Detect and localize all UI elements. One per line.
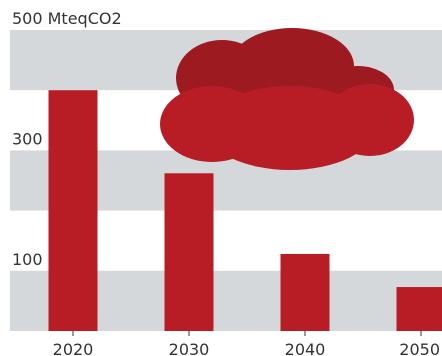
y-tick-label: 100 [12,250,43,269]
y-tick-label: 300 [12,129,43,148]
y-tick-labels: 500 MteqCO2 300 100 [12,9,122,269]
x-tick-label: 2040 [285,340,326,356]
bars [48,90,442,331]
bar-2040 [280,253,330,331]
bar-2030 [164,173,214,331]
cloud-body-right [326,84,414,156]
cloud-icon [160,28,414,170]
x-tick-labels: 2020 2030 2040 2050 [53,331,440,356]
bar-2050 [396,287,442,331]
x-tick-label: 2030 [169,340,210,356]
x-tick-label: 2050 [399,340,440,356]
x-tick-label: 2020 [53,340,94,356]
y-tick-label: 500 MteqCO2 [12,9,122,28]
bar-2020 [48,90,98,331]
